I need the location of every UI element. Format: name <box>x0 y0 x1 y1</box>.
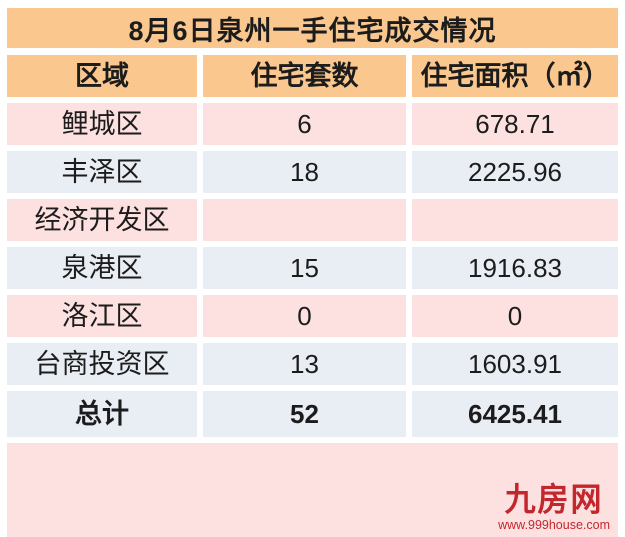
region-name-cell: 台商投资区 <box>7 343 197 385</box>
units-count-cell: 18 <box>203 151 406 193</box>
area-value-cell: 678.71 <box>412 103 618 145</box>
total-area-cell: 6425.41 <box>412 391 618 437</box>
column-header-region: 区域 <box>7 55 197 97</box>
area-value-cell: 2225.96 <box>412 151 618 193</box>
logo-url: www.999house.com <box>498 517 610 532</box>
units-count-cell: 0 <box>203 295 406 337</box>
region-name-cell: 经济开发区 <box>7 199 197 241</box>
area-value-cell: 1916.83 <box>412 247 618 289</box>
area-value-cell: 0 <box>412 295 618 337</box>
footer-band: 九房网 www.999house.com <box>7 443 618 537</box>
units-count-cell: 6 <box>203 103 406 145</box>
area-value-cell: 1603.91 <box>412 343 618 385</box>
logo-text: 九房网 <box>504 480 604 518</box>
units-count-cell <box>203 199 406 241</box>
total-units-cell: 52 <box>203 391 406 437</box>
region-name-cell: 鲤城区 <box>7 103 197 145</box>
units-count-cell: 15 <box>203 247 406 289</box>
nine-house-logo: 九房网 www.999house.com <box>498 480 610 533</box>
column-header-units: 住宅套数 <box>203 55 406 97</box>
column-header-area: 住宅面积（㎡） <box>412 55 618 97</box>
area-value-cell <box>412 199 618 241</box>
region-name-cell: 洛江区 <box>7 295 197 337</box>
total-label-cell: 总计 <box>7 391 197 437</box>
transactions-table: 区域 住宅套数 住宅面积（㎡） 鲤城区 6 678.71 丰泽区 18 2225… <box>7 55 618 437</box>
region-name-cell: 丰泽区 <box>7 151 197 193</box>
table-title: 8月6日泉州一手住宅成交情况 <box>7 8 618 48</box>
region-name-cell: 泉港区 <box>7 247 197 289</box>
units-count-cell: 13 <box>203 343 406 385</box>
